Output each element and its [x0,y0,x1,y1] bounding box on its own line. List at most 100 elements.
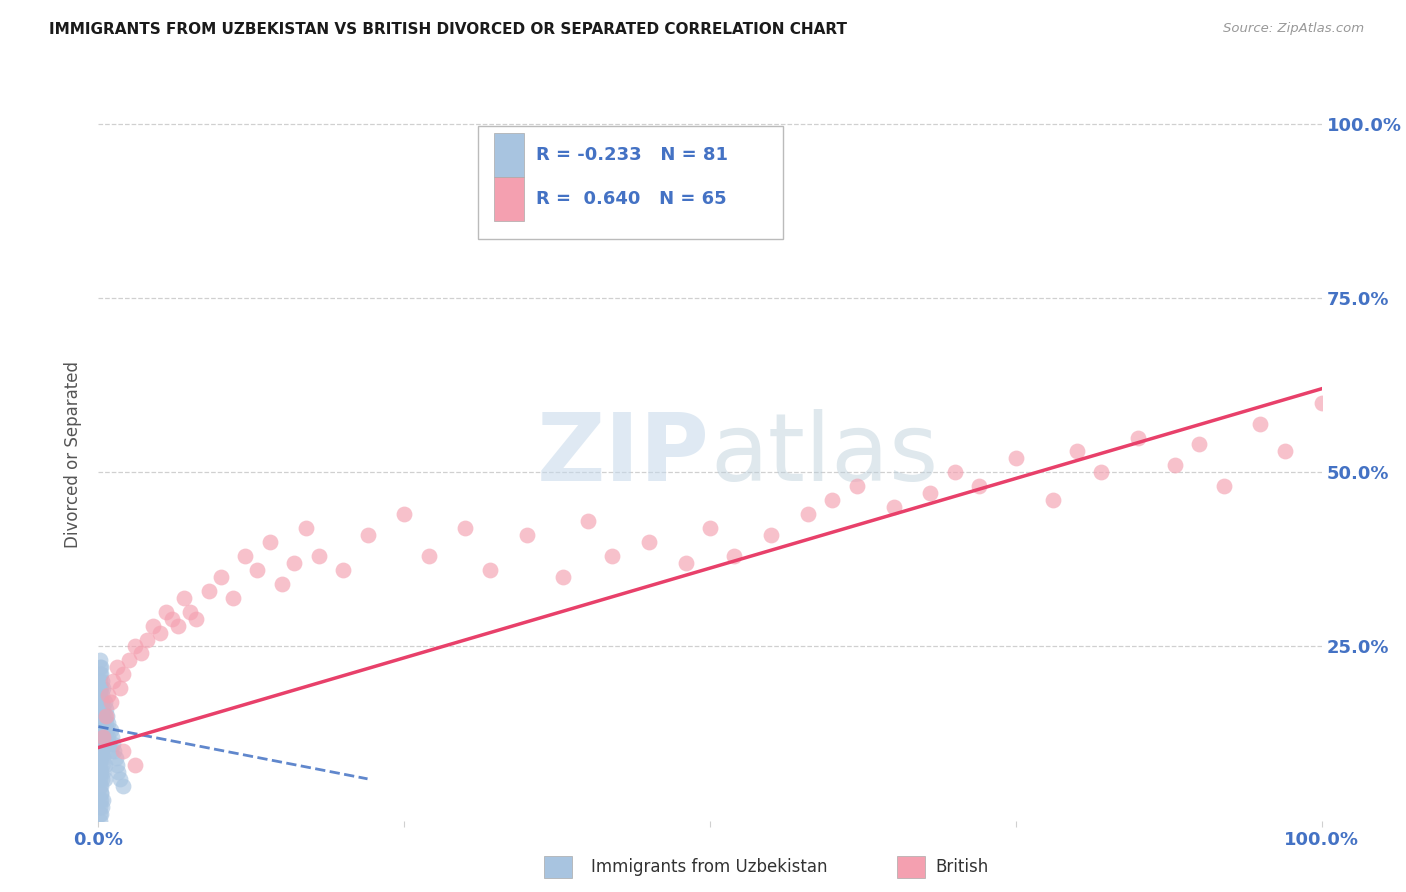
Point [167,618,190,632]
Point [91,737,114,751]
Point [89,730,111,744]
Point [1249,417,1271,431]
Point [93,723,115,737]
Point [93,758,115,772]
Point [91,709,114,723]
Point [1128,430,1150,444]
Point [233,549,256,563]
Point [576,514,599,528]
Point [308,549,330,563]
Point [90,793,112,807]
Point [197,583,219,598]
Point [1090,466,1112,480]
Text: British: British [935,858,988,876]
Point [1004,451,1026,466]
Point [91,730,114,744]
Point [90,751,112,765]
Point [160,612,183,626]
Point [90,702,112,716]
Point [94,709,117,723]
Text: IMMIGRANTS FROM UZBEKISTAN VS BRITISH DIVORCED OR SEPARATED CORRELATION CHART: IMMIGRANTS FROM UZBEKISTAN VS BRITISH DI… [49,22,848,37]
Point [259,535,281,549]
Point [91,737,114,751]
Point [97,688,120,702]
Point [93,709,115,723]
Point [89,758,111,772]
Point [89,723,111,737]
Point [91,751,114,765]
Point [920,486,942,500]
Point [91,681,114,696]
Point [90,716,112,731]
Point [90,660,112,674]
Point [149,625,172,640]
Point [111,779,134,793]
Point [1042,493,1064,508]
Point [124,640,146,654]
Point [91,730,114,744]
Point [155,605,177,619]
Point [600,549,623,563]
Point [91,772,114,786]
Point [91,758,114,772]
Point [179,605,201,619]
Bar [494,177,524,221]
Text: Source: ZipAtlas.com: Source: ZipAtlas.com [1223,22,1364,36]
Point [967,479,990,493]
Point [89,709,111,723]
Point [101,730,124,744]
Point [90,786,112,800]
Point [90,786,112,800]
Point [845,479,868,493]
Point [638,535,661,549]
Point [89,667,111,681]
Point [89,772,111,786]
Point [105,758,128,772]
Point [91,702,114,716]
Point [91,793,114,807]
Point [89,814,111,828]
Point [110,681,132,696]
Text: R =  0.640   N = 65: R = 0.640 N = 65 [536,190,727,208]
Point [173,591,195,605]
Point [89,751,111,765]
Point [89,702,111,716]
Point [107,764,129,779]
Point [94,716,117,731]
Point [136,632,159,647]
Text: atlas: atlas [710,409,938,501]
Point [90,764,112,779]
Point [454,521,477,535]
Point [90,667,112,681]
Point [89,764,111,779]
Point [89,695,111,709]
Point [699,521,721,535]
Point [103,744,125,758]
Point [93,772,115,786]
Point [91,799,114,814]
Point [97,716,120,731]
Point [761,528,783,542]
Point [100,744,122,758]
Point [118,653,141,667]
Text: R = -0.233   N = 81: R = -0.233 N = 81 [536,146,728,164]
Point [356,528,378,542]
Point [883,500,905,515]
Point [124,758,146,772]
Point [1164,458,1187,473]
Point [90,806,112,821]
Point [89,716,111,731]
Point [110,772,132,786]
Point [91,764,114,779]
Point [90,695,112,709]
Point [100,695,122,709]
Point [246,563,269,577]
Point [129,647,152,661]
Point [89,744,111,758]
Point [186,612,208,626]
Point [89,688,111,702]
FancyBboxPatch shape [478,126,783,239]
Point [90,681,112,696]
Point [91,695,114,709]
Point [96,709,118,723]
